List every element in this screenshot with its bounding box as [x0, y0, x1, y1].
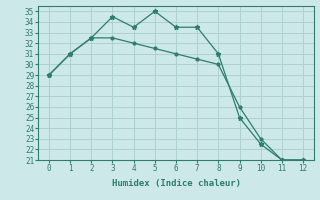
X-axis label: Humidex (Indice chaleur): Humidex (Indice chaleur) — [111, 179, 241, 188]
